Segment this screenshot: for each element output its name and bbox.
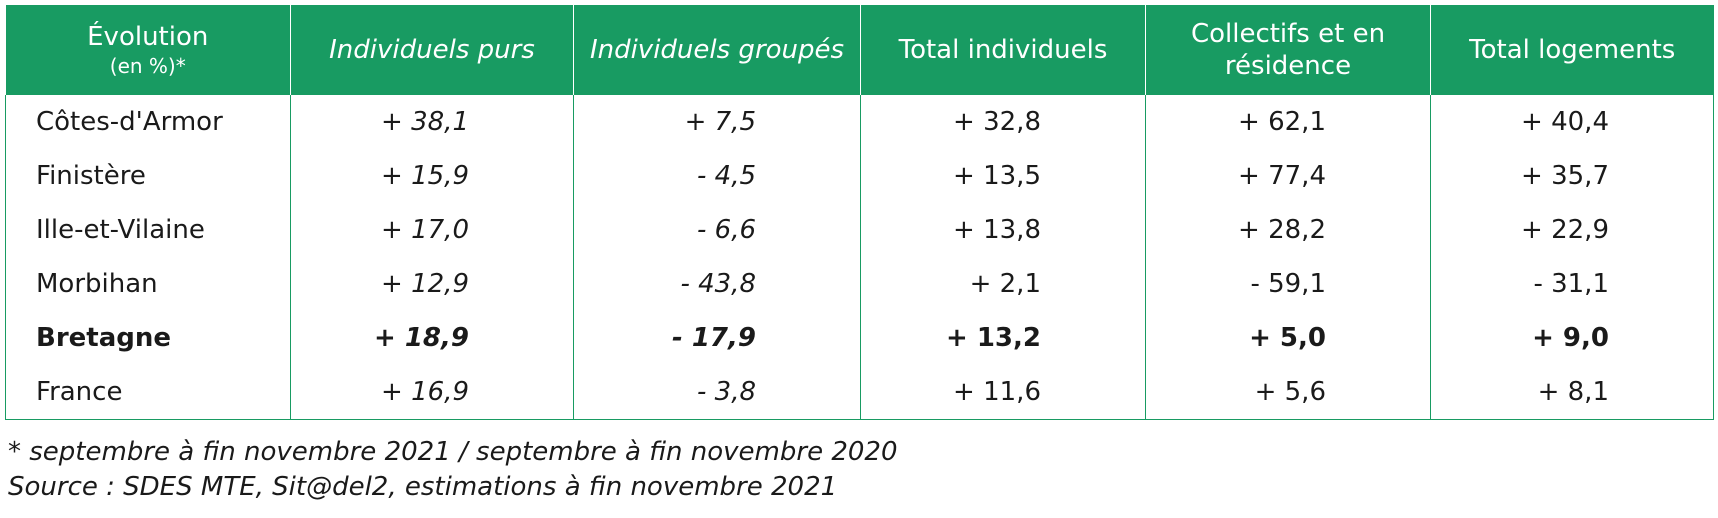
header-row: Évolution (en %)* Individuels purs Individu… xyxy=(5,5,1714,95)
cell: - 59,1 xyxy=(1145,257,1431,311)
header-text: Évolution xyxy=(87,22,209,52)
cell: + 15,9 xyxy=(290,149,574,203)
cell: + 11,6 xyxy=(860,365,1146,420)
cell: + 35,7 xyxy=(1430,149,1714,203)
row-label: Bretagne xyxy=(5,311,291,365)
cell: - 6,6 xyxy=(573,203,861,257)
header-cell: Collectifs et en résidence xyxy=(1145,5,1431,95)
cell: + 32,8 xyxy=(860,95,1146,149)
cell: + 17,0 xyxy=(290,203,574,257)
cell: + 13,2 xyxy=(860,311,1146,365)
row-label: Ille-et-Vilaine xyxy=(5,203,291,257)
table-row: Côtes-d'Armor + 38,1 + 7,5 + 32,8 + 62,1 + 40… xyxy=(5,95,1714,149)
cell: + 5,0 xyxy=(1145,311,1431,365)
row-label: Côtes-d'Armor xyxy=(5,95,291,149)
cell: - 3,8 xyxy=(573,365,861,420)
table-row: Morbihan + 12,9- 43,8 + 2,1- 59,1- 31,1 xyxy=(5,257,1714,311)
cell: + 12,9 xyxy=(290,257,574,311)
table-body: Côtes-d'Armor + 38,1 + 7,5 + 32,8 + 62,1 + 40… xyxy=(5,95,1714,420)
cell: + 28,2 xyxy=(1145,203,1431,257)
cell: - 4,5 xyxy=(573,149,861,203)
cell: - 17,9 xyxy=(573,311,861,365)
header-cell: Individuels groupés xyxy=(573,5,861,95)
cell: - 31,1 xyxy=(1430,257,1714,311)
cell: + 40,4 xyxy=(1430,95,1714,149)
cell: + 13,8 xyxy=(860,203,1146,257)
header-cell: Total individuels xyxy=(860,5,1146,95)
cell: + 62,1 xyxy=(1145,95,1431,149)
header-subtext: (en %)* xyxy=(109,54,186,78)
cell: + 5,6 xyxy=(1145,365,1431,420)
cell: + 2,1 xyxy=(860,257,1146,311)
cell: + 18,9 xyxy=(290,311,574,365)
table-row: Bretagne + 18,9- 17,9 + 13,2 + 5,0 + 9,0 xyxy=(5,311,1714,365)
cell: - 43,8 xyxy=(573,257,861,311)
footnote: * septembre à fin novembre 2021 / septem… xyxy=(8,437,898,467)
cell: + 7,5 xyxy=(573,95,861,149)
cell: + 22,9 xyxy=(1430,203,1714,257)
table-row: Ille-et-Vilaine + 17,0- 6,6 + 13,8 + 28,2 + … xyxy=(5,203,1714,257)
table: Évolution (en %)* Individuels purs Individu… xyxy=(5,5,1714,420)
source: Source : SDES MTE, Sit@del2, estimations… xyxy=(8,472,838,502)
header-cell: Individuels purs xyxy=(290,5,574,95)
row-label: Finistère xyxy=(5,149,291,203)
cell: + 9,0 xyxy=(1430,311,1714,365)
header-cell: Total logements xyxy=(1430,5,1714,95)
row-label: Morbihan xyxy=(5,257,291,311)
cell: + 8,1 xyxy=(1430,365,1714,420)
cell: + 16,9 xyxy=(290,365,574,420)
table-row: Finistère + 15,9- 4,5 + 13,5 + 77,4 + 35,7 xyxy=(5,149,1714,203)
header-cell: Évolution (en %)* xyxy=(5,5,291,95)
cell: + 13,5 xyxy=(860,149,1146,203)
cell: + 38,1 xyxy=(290,95,574,149)
table-row: France + 16,9- 3,8 + 11,6 + 5,6 + 8,1 xyxy=(5,365,1714,420)
row-label: France xyxy=(5,365,291,420)
cell: + 77,4 xyxy=(1145,149,1431,203)
